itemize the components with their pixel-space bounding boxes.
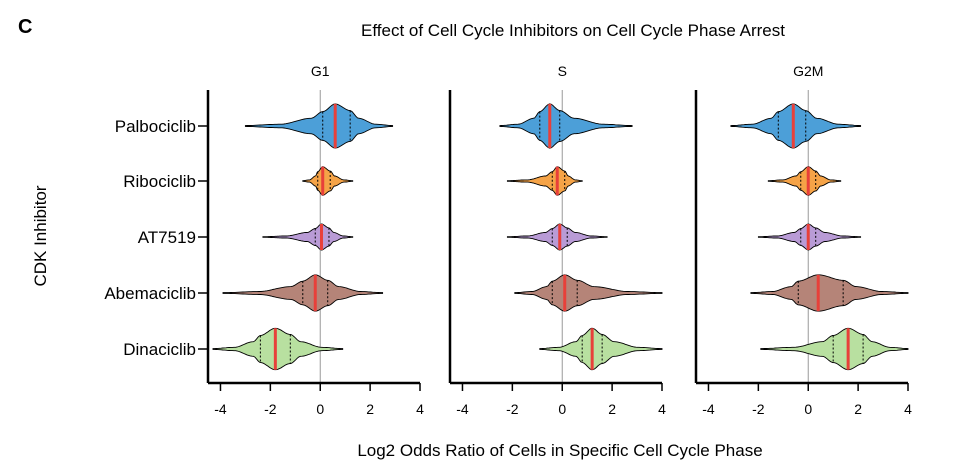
violin-ribociclib [767,166,842,196]
phase-label: S [558,63,567,79]
category-label: Palbociclib [115,117,196,136]
violin-palbociclib [730,103,862,149]
x-tick-label: -2 [506,401,519,417]
panels: G1 -4 -2 0 2 4 S -4 -2 0 2 4 G2M -4 -2 0 2 4 [206,63,912,417]
x-axis-label: Log2 Odds Ratio of Cells in Specific Cel… [357,441,762,460]
x-tick-label: -4 [702,401,715,417]
x-tick-label: 4 [904,401,912,417]
x-tick-label: -4 [214,401,227,417]
category-label: Ribociclib [123,172,196,191]
violin-palbociclib [499,103,633,149]
violin-abemaciclib [222,274,384,312]
violin-dinaciclib [212,327,344,371]
violin-abemaciclib [514,274,663,312]
x-tick-label: -2 [264,401,277,417]
x-tick-label: 4 [658,401,666,417]
violin-at7519 [262,223,354,251]
violin-at7519 [506,223,608,251]
violin-ribociclib [302,166,354,196]
violin-dinaciclib [760,327,909,371]
chart-title: Effect of Cell Cycle Inhibitors on Cell … [361,21,785,40]
violin-ribociclib [506,166,583,196]
phase-label: G2M [793,63,823,79]
category-label: AT7519 [138,228,196,247]
panel-g2m: G2M -4 -2 0 2 4 [694,63,912,417]
x-tick-label: 2 [854,401,862,417]
x-tick-label: 2 [366,401,374,417]
panel-letter: C [18,16,32,38]
panel-s: S -4 -2 0 2 4 [448,63,666,417]
x-tick-label: -4 [456,401,469,417]
x-tick-label: 4 [416,401,424,417]
phase-label: G1 [311,63,330,79]
x-tick-label: 0 [804,401,812,417]
category-label: Dinaciclib [123,340,196,359]
category-labels: Palbociclib Ribociclib AT7519 Abemaciclib Di… [104,117,208,359]
y-axis-label: CDK Inhibitor [31,185,50,286]
x-tick-label: 0 [316,401,324,417]
x-tick-label: -2 [752,401,765,417]
violin-abemaciclib [750,274,909,312]
violin-palbociclib [244,103,394,149]
panel-g1: G1 -4 -2 0 2 4 [206,63,424,417]
category-label: Abemaciclib [104,284,196,303]
x-tick-label: 2 [608,401,616,417]
violin-dinaciclib [539,327,663,371]
x-tick-label: 0 [558,401,566,417]
